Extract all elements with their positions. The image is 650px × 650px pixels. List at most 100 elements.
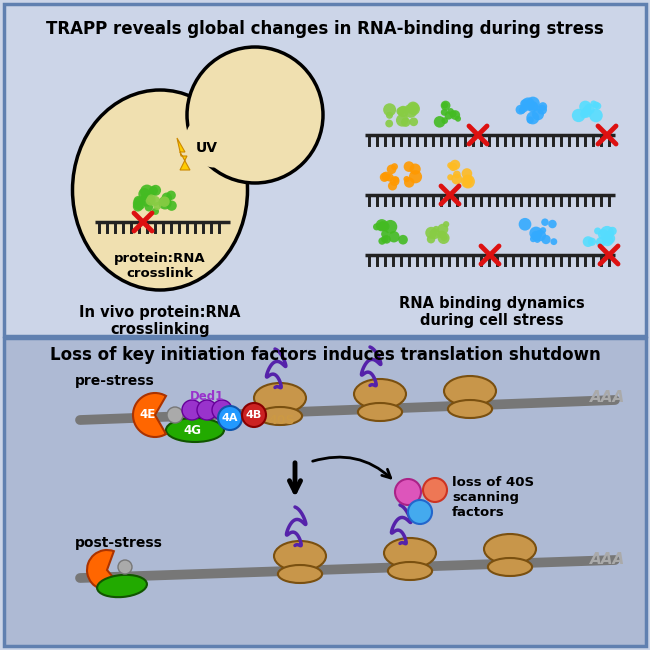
Circle shape [600, 226, 614, 240]
Text: AAA: AAA [590, 391, 625, 406]
Ellipse shape [97, 575, 147, 597]
Circle shape [393, 176, 399, 183]
Circle shape [427, 235, 436, 244]
Circle shape [447, 162, 454, 168]
Circle shape [385, 120, 393, 127]
Circle shape [410, 118, 418, 126]
Circle shape [382, 172, 391, 181]
Circle shape [520, 104, 528, 112]
Circle shape [138, 188, 150, 200]
Circle shape [531, 231, 541, 241]
Circle shape [159, 196, 172, 209]
Circle shape [530, 236, 536, 242]
Ellipse shape [488, 558, 532, 576]
Circle shape [388, 181, 397, 190]
Text: post-stress: post-stress [75, 536, 163, 550]
Circle shape [594, 103, 601, 110]
Ellipse shape [185, 112, 245, 168]
Circle shape [197, 400, 217, 420]
Circle shape [455, 116, 461, 122]
Circle shape [380, 172, 389, 182]
Circle shape [407, 101, 419, 114]
Circle shape [540, 227, 546, 233]
Ellipse shape [358, 403, 402, 421]
Circle shape [548, 220, 556, 228]
Circle shape [386, 112, 393, 119]
Circle shape [153, 202, 161, 210]
Ellipse shape [444, 376, 496, 406]
Circle shape [437, 231, 445, 238]
Circle shape [584, 103, 595, 114]
Circle shape [382, 235, 391, 244]
Circle shape [162, 192, 172, 203]
Circle shape [537, 105, 547, 114]
Circle shape [437, 224, 448, 235]
Circle shape [604, 231, 613, 239]
Wedge shape [133, 393, 166, 437]
Text: 40S: 40S [268, 413, 294, 426]
Circle shape [451, 174, 462, 185]
Ellipse shape [484, 534, 536, 564]
Text: In vivo protein:RNA
crosslinking: In vivo protein:RNA crosslinking [79, 305, 240, 337]
Circle shape [399, 107, 407, 114]
Ellipse shape [384, 538, 436, 568]
Circle shape [159, 196, 170, 207]
Ellipse shape [274, 541, 326, 571]
Text: Ded1: Ded1 [190, 389, 224, 402]
Circle shape [519, 218, 531, 231]
Circle shape [396, 107, 405, 116]
Text: AAA: AAA [590, 551, 625, 567]
Circle shape [582, 107, 592, 115]
Ellipse shape [388, 562, 432, 580]
Circle shape [582, 107, 592, 118]
Circle shape [404, 177, 415, 188]
Circle shape [521, 98, 535, 111]
Circle shape [447, 174, 454, 180]
Circle shape [596, 237, 606, 247]
Circle shape [134, 196, 143, 205]
Circle shape [572, 109, 585, 122]
Circle shape [397, 106, 409, 117]
Circle shape [462, 168, 473, 179]
Circle shape [579, 101, 592, 113]
Text: UV: UV [196, 141, 218, 155]
Circle shape [461, 175, 475, 188]
Circle shape [152, 208, 159, 215]
Circle shape [182, 400, 202, 420]
Circle shape [443, 221, 449, 228]
Circle shape [380, 222, 389, 231]
Circle shape [539, 102, 547, 110]
Circle shape [463, 176, 473, 186]
Circle shape [381, 235, 389, 243]
Circle shape [401, 118, 410, 127]
Circle shape [118, 560, 132, 574]
Circle shape [437, 232, 450, 244]
Ellipse shape [278, 565, 322, 583]
Circle shape [404, 104, 417, 118]
Circle shape [378, 237, 386, 245]
Circle shape [534, 237, 541, 243]
Circle shape [534, 229, 546, 241]
Ellipse shape [166, 418, 224, 442]
Circle shape [140, 192, 154, 207]
Circle shape [608, 227, 617, 235]
Text: TRAPP reveals global changes in RNA-binding during stress: TRAPP reveals global changes in RNA-bind… [46, 20, 604, 38]
Circle shape [541, 218, 549, 226]
Circle shape [133, 197, 146, 210]
FancyBboxPatch shape [4, 4, 646, 336]
Circle shape [450, 111, 456, 118]
Circle shape [410, 164, 421, 175]
Circle shape [167, 407, 183, 423]
Circle shape [378, 221, 387, 230]
Circle shape [146, 196, 155, 205]
Circle shape [529, 227, 543, 240]
FancyBboxPatch shape [4, 338, 646, 646]
Text: RNA binding dynamics
during cell stress: RNA binding dynamics during cell stress [399, 296, 585, 328]
Text: protein:RNA
crosslink: protein:RNA crosslink [114, 252, 206, 280]
Circle shape [441, 101, 450, 111]
Circle shape [551, 238, 557, 245]
Circle shape [390, 176, 400, 186]
Text: pre-stress: pre-stress [75, 374, 155, 388]
Circle shape [434, 116, 445, 127]
Circle shape [385, 174, 394, 181]
